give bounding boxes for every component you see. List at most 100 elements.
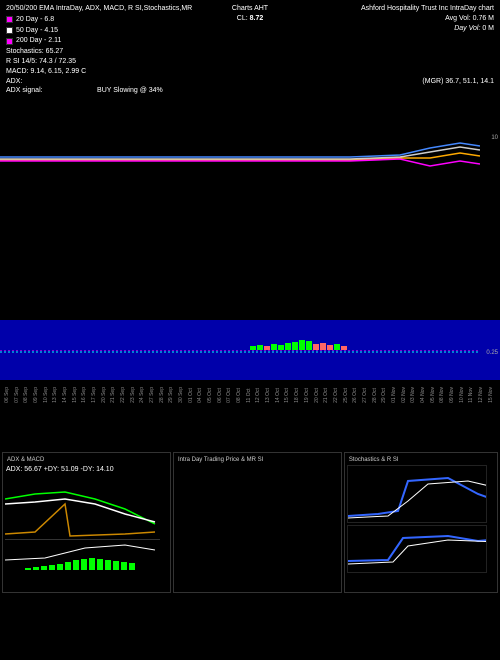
- xaxis-tick: 29 Oct: [381, 387, 390, 403]
- volume-bar: [327, 345, 333, 350]
- volume-bar: [292, 342, 298, 350]
- main-price-chart: 10: [0, 105, 500, 235]
- xaxis-tick: 05 Oct: [207, 387, 216, 403]
- xaxis-tick: 22 Sep: [120, 387, 129, 403]
- xaxis-tick: 22 Oct: [333, 387, 342, 403]
- macd-svg: [5, 539, 160, 579]
- adx-lines-svg: [5, 474, 160, 539]
- xaxis-tick: 24 Sep: [139, 387, 148, 403]
- stoch-title: Stochastics & R SI: [347, 455, 495, 465]
- xaxis-tick: 20 Oct: [314, 387, 323, 403]
- xaxis-tick: 03 Nov: [410, 387, 419, 403]
- xaxis-tick: 05 Nov: [430, 387, 439, 403]
- xaxis-tick: 08 Oct: [236, 387, 245, 403]
- volume-bar: [250, 346, 256, 350]
- xaxis-tick: 21 Oct: [323, 387, 332, 403]
- stoch-bot-svg: [347, 525, 487, 573]
- xaxis-tick: 16 Sep: [81, 387, 90, 403]
- xaxis-tick: 09 Nov: [449, 387, 458, 403]
- xaxis-tick: 13 Oct: [265, 387, 274, 403]
- stoch-top-svg: [347, 465, 487, 523]
- xaxis-tick: 23 Sep: [130, 387, 139, 403]
- xaxis-tick: 27 Sep: [149, 387, 158, 403]
- adx-signal-label: ADX signal:: [6, 87, 43, 94]
- xaxis-tick: 11 Oct: [246, 387, 255, 403]
- indicator-row: MACD: 9.14, 6.15, 2.99 C: [6, 67, 494, 77]
- intraday-title: Intra Day Trading Price & MR SI: [176, 455, 339, 465]
- xaxis-tick: 06 Sep: [4, 387, 13, 403]
- adx-subtitle: ADX: 56.67 +DY: 51.09 -DY: 14.10: [5, 465, 168, 474]
- avg-vol: Avg Vol: 0.76 M: [283, 14, 494, 24]
- xaxis-tick: 08 Sep: [23, 387, 32, 403]
- intraday-panel: Intra Day Trading Price & MR SI: [173, 452, 342, 593]
- volume-bar: [278, 345, 284, 350]
- xaxis-tick: 25 Oct: [343, 387, 352, 403]
- title-center: Charts AHT: [232, 4, 268, 14]
- volume-bar: [313, 344, 319, 350]
- vol-baseline: [0, 350, 480, 380]
- price-lines-svg: [0, 105, 480, 235]
- xaxis-tick: 07 Oct: [226, 387, 235, 403]
- xaxis-tick: 26 Oct: [352, 387, 361, 403]
- volume-bar: [334, 344, 340, 350]
- xaxis-tick: 30 Sep: [178, 387, 187, 403]
- xaxis-tick: 12 Nov: [478, 387, 487, 403]
- stochastics-panel: Stochastics & R SI 805020: [344, 452, 498, 593]
- xaxis-tick: 09 Sep: [33, 387, 42, 403]
- x-axis-dates: 06 Sep07 Sep08 Sep09 Sep10 Sep13 Sep14 S…: [0, 385, 500, 405]
- volume-bar: [299, 340, 305, 350]
- xaxis-tick: 10 Nov: [459, 387, 468, 403]
- xaxis-tick: 14 Sep: [62, 387, 71, 403]
- day-vol-label: Day Vol:: [454, 25, 480, 32]
- bottom-panels: ADX & MACD ADX: 56.67 +DY: 51.09 -DY: 14…: [0, 450, 500, 595]
- xaxis-tick: 29 Sep: [168, 387, 177, 403]
- adx-mgr: (MGR) 36.7, 51.1, 14.1: [422, 77, 494, 87]
- xaxis-tick: 01 Nov: [391, 387, 400, 403]
- xaxis-tick: 15 Nov: [488, 387, 497, 403]
- day-vol-value: 0 M: [482, 25, 494, 32]
- indicator-row: Stochastics: 65.27: [6, 47, 494, 57]
- volume-bar: [264, 346, 270, 350]
- chart-header: 20/50/200 EMA IntraDay, ADX, MACD, R SI,…: [0, 0, 500, 100]
- xaxis-tick: 07 Sep: [14, 387, 23, 403]
- xaxis-tick: 01 Oct: [188, 387, 197, 403]
- xaxis-tick: 11 Nov: [468, 387, 477, 403]
- xaxis-tick: 06 Oct: [217, 387, 226, 403]
- adx-panel-title: ADX & MACD: [5, 455, 168, 465]
- volume-bar: [306, 341, 312, 350]
- main-ytick-top: 10: [491, 135, 498, 141]
- title-left: 20/50/200 EMA IntraDay, ADX, MACD, R: [6, 5, 133, 12]
- xaxis-tick: 28 Oct: [372, 387, 381, 403]
- volume-bar: [257, 345, 263, 350]
- xaxis-tick: 15 Sep: [72, 387, 81, 403]
- xaxis-tick: 14 Oct: [275, 387, 284, 403]
- cl-value: 8.72: [250, 15, 264, 22]
- xaxis-tick: 08 Nov: [439, 387, 448, 403]
- adx-macd-panel: ADX & MACD ADX: 56.67 +DY: 51.09 -DY: 14…: [2, 452, 171, 593]
- legend-item: 20 Day - 6.8: [6, 15, 217, 25]
- xaxis-tick: 28 Sep: [159, 387, 168, 403]
- volume-bar: [285, 343, 291, 350]
- xaxis-tick: 21 Sep: [110, 387, 119, 403]
- legend-item: 50 Day - 4.15: [6, 26, 217, 36]
- adx-signal-value: BUY Slowing @ 34%: [97, 87, 163, 94]
- xaxis-tick: 13 Sep: [52, 387, 61, 403]
- volume-bar: [271, 344, 277, 350]
- volume-band: 0.25: [0, 320, 500, 380]
- indicator-row: R SI 14/5: 74.3 / 72.35: [6, 57, 494, 67]
- title-right: Ashford Hospitality Trust Inc IntraDay c…: [288, 4, 494, 14]
- xaxis-tick: 17 Sep: [91, 387, 100, 403]
- xaxis-tick: 18 Oct: [294, 387, 303, 403]
- xaxis-tick: 04 Oct: [197, 387, 206, 403]
- xaxis-tick: 04 Nov: [420, 387, 429, 403]
- adx-label: ADX:: [6, 78, 22, 85]
- legend-item: 200 Day - 2.11: [6, 36, 217, 46]
- cl-label: CL:: [237, 15, 248, 22]
- vol-ytick: 0.25: [486, 350, 498, 356]
- volume-bar: [320, 343, 326, 350]
- xaxis-tick: 27 Oct: [362, 387, 371, 403]
- xaxis-tick: 15 Oct: [284, 387, 293, 403]
- xaxis-tick: 02 Nov: [401, 387, 410, 403]
- xaxis-tick: 10 Sep: [43, 387, 52, 403]
- xaxis-tick: 12 Oct: [255, 387, 264, 403]
